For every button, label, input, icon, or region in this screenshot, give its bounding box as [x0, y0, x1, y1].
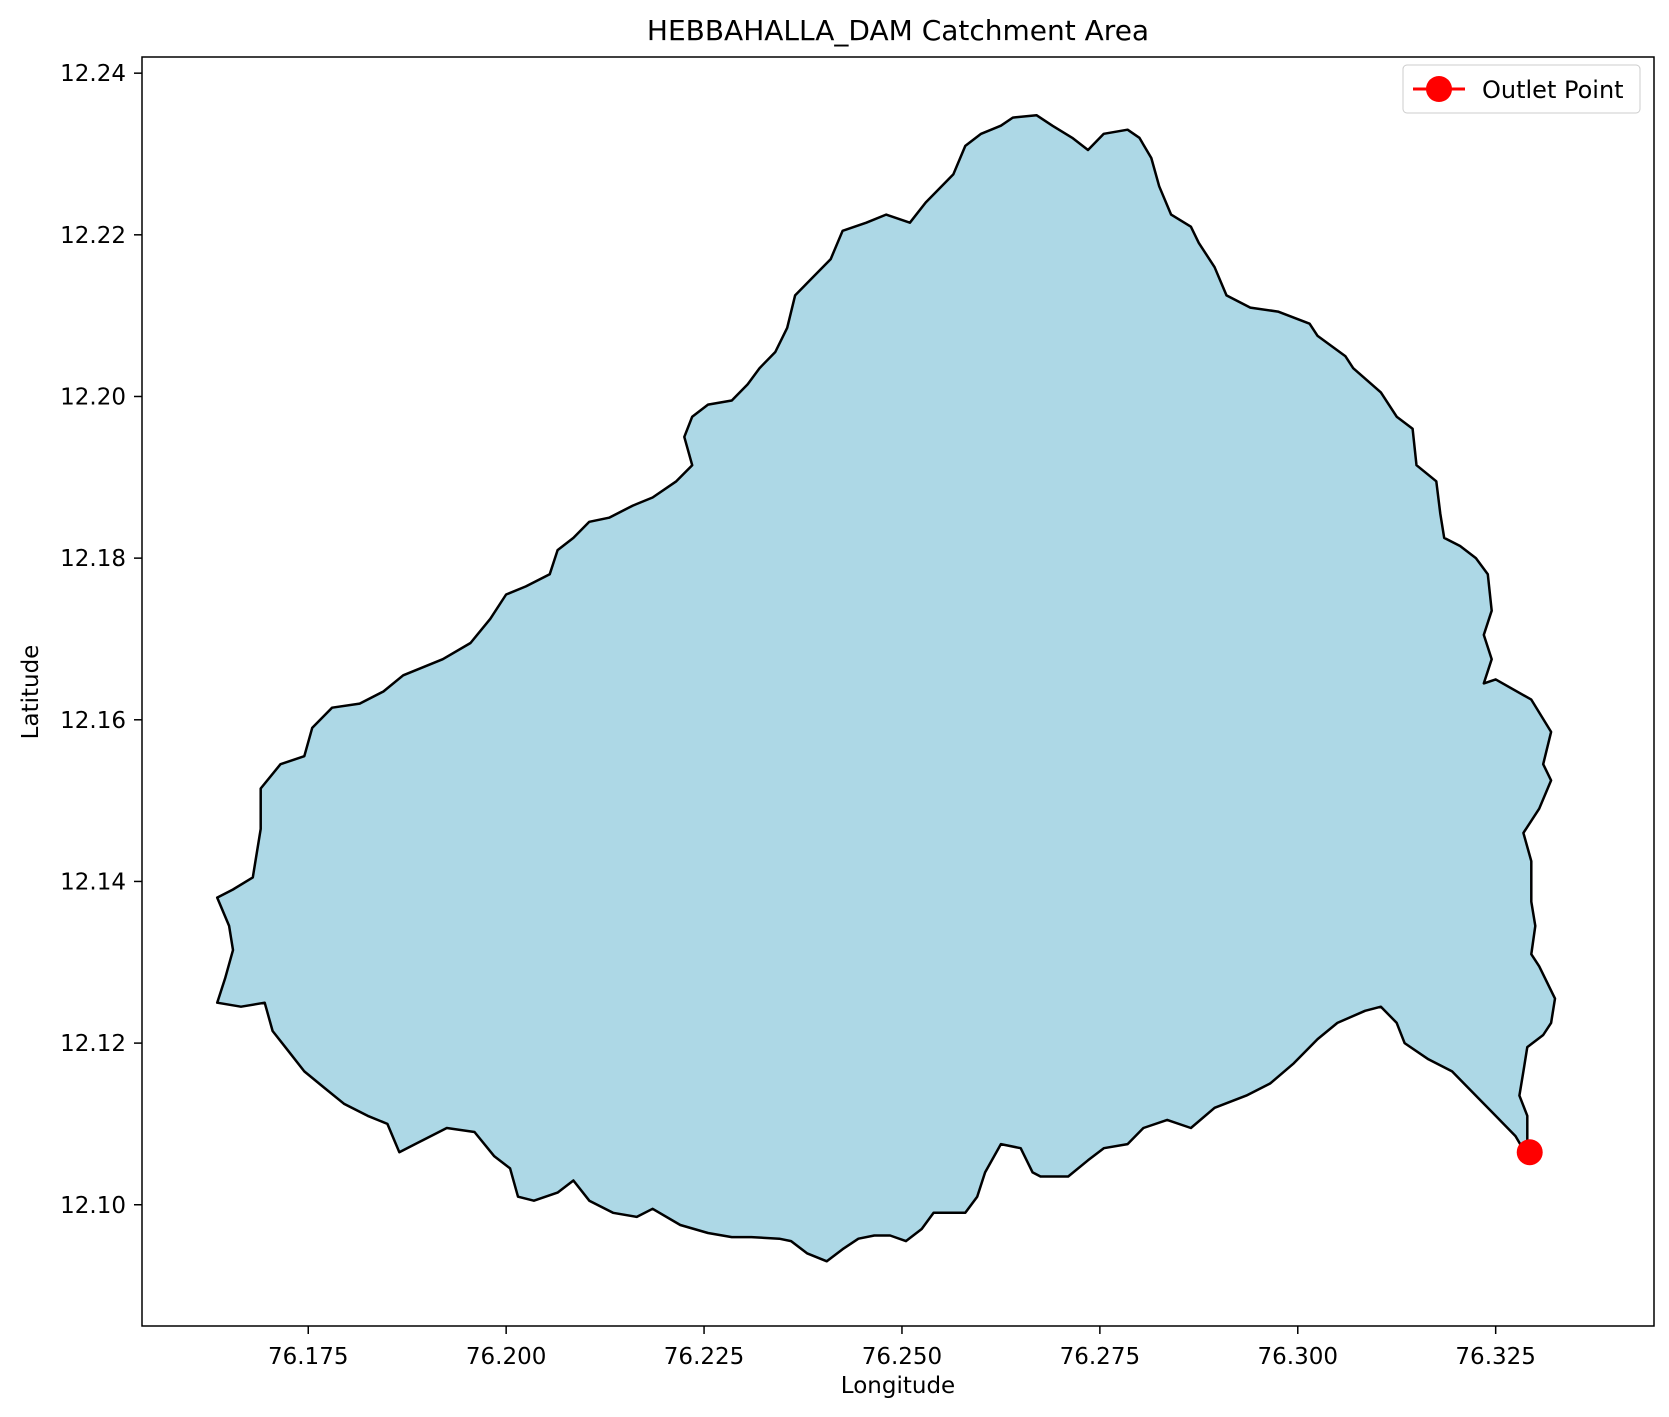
outlet-point-marker [1516, 1139, 1543, 1166]
y-axis: 12.10 12.12 12.14 12.16 12.18 12.20 12.22 12.24 [60, 61, 142, 1219]
y-tick-label: 12.14 [60, 869, 126, 895]
legend-label-outlet: Outlet Point [1482, 76, 1624, 104]
legend-box [1402, 64, 1641, 114]
x-tick-label: 76.200 [466, 1344, 546, 1370]
x-axis: 76.175 76.200 76.225 76.250 76.275 76.300 76.3… [268, 1326, 1536, 1370]
y-tick-label: 12.10 [60, 1193, 126, 1219]
legend-marker-swatch [1426, 76, 1452, 102]
chart-title: HEBBAHALLA_DAM Catchment Area [647, 14, 1149, 47]
y-tick-label: 12.12 [60, 1031, 126, 1057]
x-tick-label: 76.300 [1258, 1344, 1338, 1370]
y-axis-label: Latitude [18, 645, 44, 740]
x-axis-label: Longitude [841, 1373, 955, 1399]
axes-frame [141, 56, 1655, 1327]
x-tick-label: 76.275 [1060, 1344, 1140, 1370]
y-tick-label: 12.22 [60, 223, 126, 249]
y-tick-label: 12.24 [60, 61, 126, 87]
y-tick-label: 12.16 [60, 708, 126, 734]
y-tick-label: 12.18 [60, 546, 126, 572]
x-tick-label: 76.225 [664, 1344, 744, 1370]
legend: Outlet Point [1402, 64, 1641, 114]
catchment-polygon [215, 113, 1557, 1263]
outlet-layer [1516, 1139, 1543, 1166]
x-tick-label: 76.175 [268, 1344, 348, 1370]
y-tick-label: 12.20 [60, 384, 126, 410]
x-tick-label: 76.250 [862, 1344, 942, 1370]
x-tick-label: 76.325 [1455, 1344, 1535, 1370]
